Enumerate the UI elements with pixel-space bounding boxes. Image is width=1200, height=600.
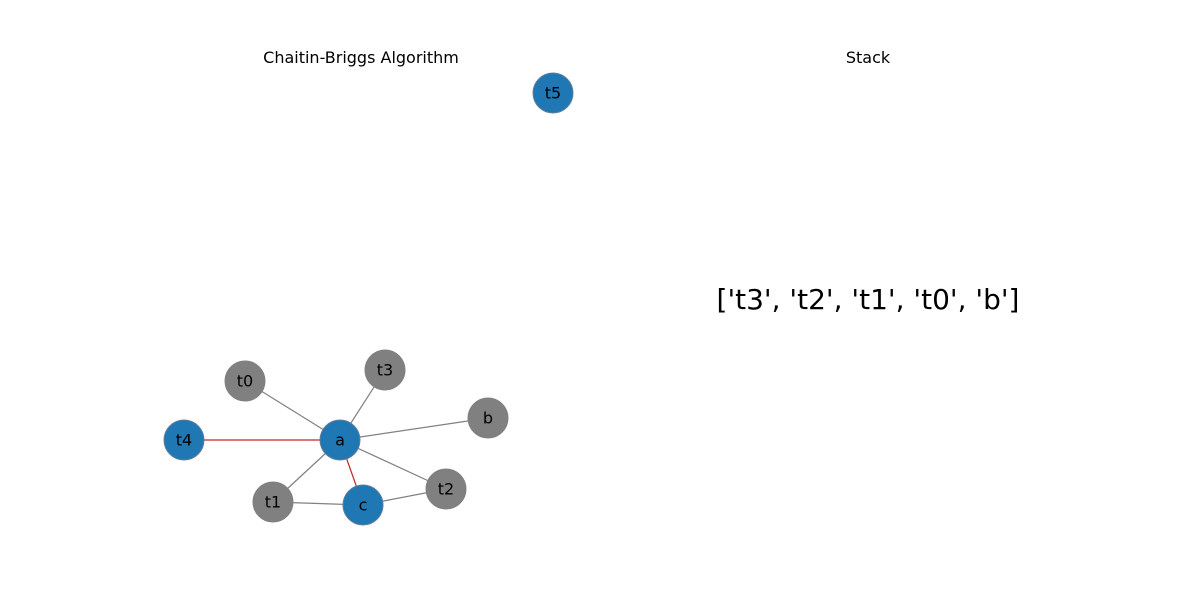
node-t4: t4	[163, 419, 205, 461]
node-b: b	[467, 397, 509, 439]
node-label-t5: t5	[545, 84, 561, 103]
node-circle-t2	[425, 468, 467, 510]
node-circle-t3	[364, 349, 406, 391]
node-label-t1: t1	[265, 493, 281, 512]
node-label-a: a	[335, 431, 345, 450]
node-t1: t1	[252, 481, 294, 523]
node-circle-t1	[252, 481, 294, 523]
node-circle-t0	[224, 360, 266, 402]
node-t5: t5	[532, 72, 574, 114]
node-circle-t4	[163, 419, 205, 461]
node-circle-c	[342, 484, 384, 526]
node-circle-t5	[532, 72, 574, 114]
node-label-t0: t0	[237, 372, 253, 391]
node-label-t3: t3	[377, 361, 393, 380]
stack-contents: ['t3', 't2', 't1', 't0', 'b']	[716, 283, 1020, 316]
graph-panel-title: Chaitin-Briggs Algorithm	[263, 48, 459, 67]
nodes-layer: t5 t3 t0 b t4 a t2 t1 c	[163, 72, 574, 526]
node-c: c	[342, 484, 384, 526]
node-label-c: c	[359, 496, 368, 515]
edge-a-b	[339, 417, 489, 441]
node-t2: t2	[425, 468, 467, 510]
node-a: a	[319, 419, 361, 461]
node-circle-b	[467, 397, 509, 439]
stack-panel-title: Stack	[845, 48, 891, 67]
node-t0: t0	[224, 360, 266, 402]
node-label-b: b	[483, 409, 493, 428]
node-circle-a	[319, 419, 361, 461]
node-t3: t3	[364, 349, 406, 391]
node-label-t2: t2	[438, 480, 454, 499]
node-label-t4: t4	[176, 431, 192, 450]
